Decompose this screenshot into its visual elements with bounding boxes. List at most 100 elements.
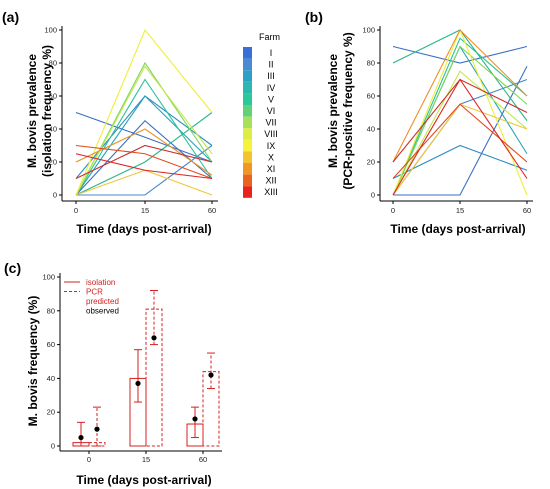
y-tick-label-b: 40 — [367, 125, 375, 134]
y-tick-label-a: 80 — [49, 59, 57, 68]
legend-label-X: X — [268, 152, 274, 162]
x-tick-label-c: 0 — [87, 455, 91, 464]
y-tick-label-c: 40 — [47, 374, 55, 383]
legend-c-label-observed: observed — [86, 307, 119, 316]
xlabel-b: Time (days post-arrival) — [390, 222, 525, 236]
y-tick-label-b: 0 — [371, 191, 375, 200]
legend-swatch-XII — [243, 174, 252, 187]
legend-label-IX: IX — [267, 141, 276, 151]
y-tick-label-a: 20 — [49, 158, 57, 167]
observed-point-PCR-15 — [151, 335, 157, 341]
ylabel-b-line2: (PCR-positive frequency %) — [341, 32, 355, 189]
legend-label-XIII: XIII — [264, 187, 278, 197]
legend-swatch-XIII — [243, 186, 252, 198]
ylabel-a-line1: M. bovis prevalence — [25, 54, 39, 168]
x-tick-label-a: 0 — [74, 206, 78, 215]
series-line-a-11 — [75, 128, 213, 176]
x-tick-label-c: 15 — [142, 455, 150, 464]
series-line-b-7 — [392, 45, 528, 196]
legend-label-III: III — [267, 71, 275, 81]
x-tick-label-b: 15 — [456, 206, 464, 215]
legend-swatch-IV — [243, 81, 252, 94]
series-line-b-6 — [392, 29, 528, 122]
series-line-b-0 — [392, 45, 528, 64]
series-line-b-4 — [392, 45, 528, 196]
series-line-a-4 — [75, 95, 213, 196]
legend-swatch-IX — [243, 139, 252, 152]
legend-label-VI: VI — [267, 106, 276, 116]
legend-swatch-XI — [243, 163, 252, 175]
series-line-a-10 — [75, 169, 213, 196]
series-line-a-14 — [75, 153, 213, 180]
y-tick-label-b: 80 — [367, 59, 375, 68]
x-tick-label-c: 60 — [199, 455, 207, 464]
legend-label-V: V — [268, 94, 274, 104]
x-tick-label-a: 15 — [141, 206, 149, 215]
series-line-b-9 — [392, 28, 528, 196]
legend-swatch-X — [243, 151, 252, 163]
legend-label-VIII: VIII — [264, 129, 278, 139]
legend-swatch-VI — [243, 105, 252, 117]
legend-swatch-III — [243, 70, 252, 82]
ylabel-a-line2: (isolation frequency %) — [40, 45, 54, 177]
y-tick-label-c: 100 — [42, 273, 55, 282]
legend-label-IV: IV — [267, 83, 276, 93]
x-tick-label-b: 0 — [391, 206, 395, 215]
y-tick-label-a: 40 — [49, 125, 57, 134]
legend-label-II: II — [268, 60, 273, 70]
legend-swatch-II — [243, 58, 252, 71]
legend-title: Farm — [259, 32, 280, 42]
legend-swatch-I — [243, 47, 252, 59]
ylabel-b-line1: M. bovis prevalence — [326, 54, 340, 168]
series-line-a-12 — [75, 144, 213, 180]
observed-point-PCR-60 — [208, 372, 214, 378]
legend-c-label-predicted: predicted — [86, 297, 119, 306]
series-line-b-3 — [392, 144, 528, 179]
panel-label-b: (b) — [305, 9, 323, 25]
observed-point-isolation-0 — [78, 434, 84, 441]
y-tick-label-c: 0 — [51, 442, 55, 451]
series-line-b-12 — [392, 103, 528, 179]
y-tick-label-a: 60 — [49, 92, 57, 101]
y-tick-label-b: 60 — [367, 92, 375, 101]
series-line-a-8 — [75, 65, 213, 196]
series-line-b-8 — [392, 70, 528, 196]
legend-swatch-V — [243, 93, 252, 105]
legend-label-XI: XI — [267, 164, 276, 174]
legend-c-label-isolation: isolation — [86, 278, 115, 287]
series-line-a-13 — [75, 144, 213, 179]
legend-swatch-VII — [243, 116, 252, 129]
observed-point-PCR-0 — [94, 426, 100, 432]
series-line-b-11 — [392, 29, 528, 163]
series-line-b-1 — [393, 66, 528, 196]
legend-c-label-PCR: PCR — [86, 288, 103, 297]
bar-PCR-15 — [145, 308, 163, 447]
y-tick-label-c: 80 — [47, 306, 55, 315]
y-tick-label-b: 20 — [367, 158, 375, 167]
y-tick-label-a: 0 — [53, 191, 57, 200]
x-tick-label-b: 60 — [523, 206, 531, 215]
legend-swatch-VIII — [243, 128, 252, 140]
observed-point-isolation-60 — [192, 416, 198, 422]
xlabel-c: Time (days post-arrival) — [76, 473, 211, 487]
y-tick-label-b: 100 — [362, 26, 375, 35]
xlabel-a: Time (days post-arrival) — [76, 222, 211, 236]
y-tick-label-a: 100 — [44, 26, 57, 35]
series-line-a-5 — [75, 78, 213, 196]
legend-label-XII: XII — [265, 176, 276, 186]
series-line-a-9 — [75, 28, 213, 196]
x-tick-label-a: 60 — [208, 206, 216, 215]
y-tick-label-c: 60 — [47, 340, 55, 349]
ylabel-c: M. bovis frequency (%) — [26, 296, 40, 427]
legend-label-I: I — [270, 48, 273, 58]
legend-label-VII: VII — [265, 118, 276, 128]
observed-point-isolation-15 — [135, 380, 141, 387]
panel-label-c: (c) — [4, 260, 21, 276]
y-tick-label-c: 20 — [47, 408, 55, 417]
panel-label-a: (a) — [2, 9, 19, 25]
series-line-a-0 — [75, 111, 213, 163]
series-line-b-5 — [392, 37, 528, 196]
series-line-b-14 — [392, 78, 528, 196]
series-line-a-2 — [76, 145, 213, 196]
